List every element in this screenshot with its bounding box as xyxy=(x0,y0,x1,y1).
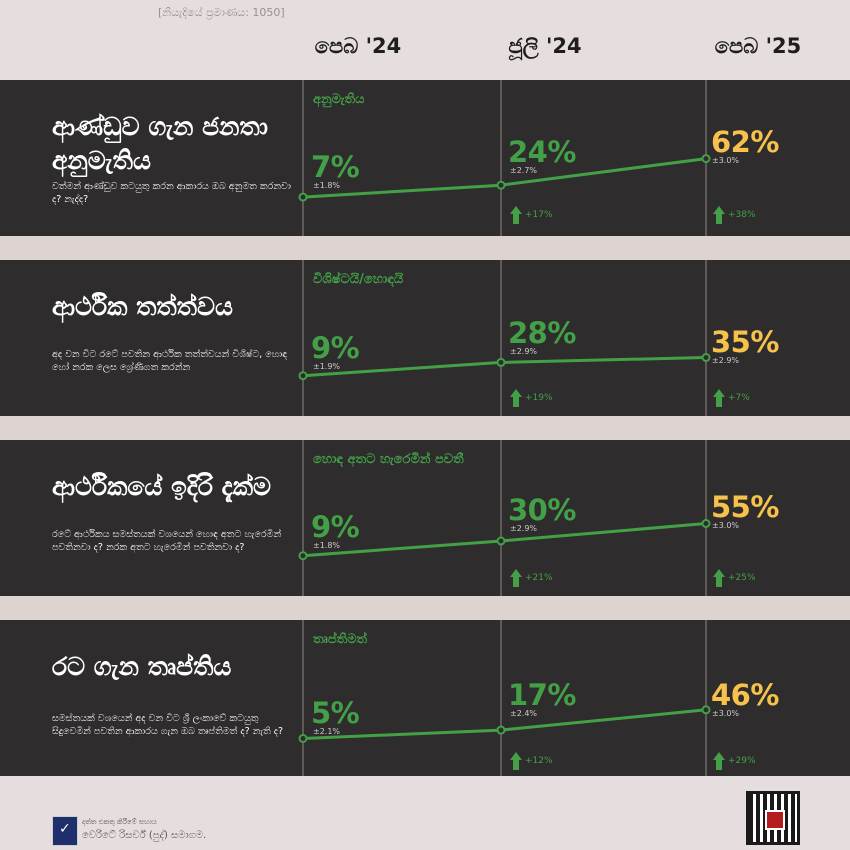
sample-size-note: [නියැදියේ ප්‍රමාණය: 1050] xyxy=(158,6,285,19)
qr-code-icon[interactable] xyxy=(746,791,800,845)
panel-question: රටේ ආර්ථිකය සමස්තයක් වශයෙන් හොඳ අතට හැරෙ… xyxy=(52,529,282,553)
change-value: +17% xyxy=(525,210,553,220)
up-arrow-icon xyxy=(713,206,725,224)
up-arrow-icon xyxy=(713,752,725,770)
moe-period-1: ±1.8% xyxy=(313,541,341,550)
value-period-2: 28% xyxy=(508,316,576,350)
value-period-3: 62% xyxy=(711,125,779,159)
period-header-1: පෙබ '24 xyxy=(314,34,402,58)
change-value: +25% xyxy=(728,573,756,583)
moe-period-2: ±2.4% xyxy=(510,709,538,718)
series-line xyxy=(302,157,707,199)
verite-logo-icon xyxy=(52,816,78,846)
change-badge: +12% xyxy=(510,752,553,770)
moe-period-1: ±1.9% xyxy=(313,362,341,371)
data-point xyxy=(298,551,308,561)
line-chart xyxy=(298,620,711,776)
metric-label: විශිෂ්ටයි/හොඳයි xyxy=(313,272,404,287)
change-value: +38% xyxy=(728,210,756,220)
data-point xyxy=(496,180,506,190)
chart-panel: ආර්ථිකයේ ඉදිරි දැක්ම රටේ ආර්ථිකය සමස්තයක… xyxy=(0,440,850,596)
line-chart xyxy=(298,260,711,416)
data-point xyxy=(298,192,308,202)
change-value: +19% xyxy=(525,393,553,403)
value-period-2: 24% xyxy=(508,135,576,169)
change-badge: +17% xyxy=(510,206,553,224)
panel-title: රට ගැන තෘප්තිය xyxy=(52,652,232,681)
moe-period-2: ±2.9% xyxy=(510,524,538,533)
series-line xyxy=(302,708,707,740)
change-value: +12% xyxy=(525,756,553,766)
footer-org-line1: දත්ත එකතු කිරීමේ සහාය xyxy=(82,818,157,826)
up-arrow-icon xyxy=(510,569,522,587)
value-period-3: 35% xyxy=(711,325,779,359)
background-band xyxy=(0,416,850,440)
data-point xyxy=(496,536,506,546)
background-band xyxy=(0,596,850,620)
panel-question: සමස්තයක් වශයෙන් අද වන විට ශ්‍රී ලංකාවේ ක… xyxy=(52,713,284,737)
panel-question: වත්මන් ආණ්ඩුව කටයුතු කරන ආකාරය ඔබ අනුමත … xyxy=(52,181,292,205)
data-point xyxy=(701,353,711,362)
value-period-1: 7% xyxy=(311,150,360,184)
data-point xyxy=(701,705,711,715)
change-value: +29% xyxy=(728,756,756,766)
moe-period-3: ±3.0% xyxy=(712,521,740,530)
panel-title: ආර්ථික තත්ත්වය xyxy=(52,292,233,321)
change-badge: +38% xyxy=(713,206,756,224)
metric-label: හොඳ අතට හැරෙමින් පවතී xyxy=(313,452,464,467)
moe-period-3: ±2.9% xyxy=(712,356,740,365)
data-point xyxy=(701,519,711,528)
value-period-1: 9% xyxy=(311,331,360,365)
panel-title: ආණ්ඩුව ගැන ජනතා අනුමැතිය xyxy=(52,112,268,175)
background-band xyxy=(0,236,850,260)
change-badge: +29% xyxy=(713,752,756,770)
period-header-2: ජූලි '24 xyxy=(508,34,582,58)
data-point xyxy=(496,357,506,367)
panel-question: අද වන විට රටේ පවතින ආර්ථික තත්ත්වයන් විශ… xyxy=(52,349,288,373)
value-period-3: 55% xyxy=(711,490,779,524)
value-period-1: 9% xyxy=(311,510,360,544)
metric-label: අනුමැතිය xyxy=(313,92,365,107)
up-arrow-icon xyxy=(510,389,522,407)
up-arrow-icon xyxy=(713,569,725,587)
moe-period-2: ±2.7% xyxy=(510,166,538,175)
chart-panel: ආර්ථික තත්ත්වය අද වන විට රටේ පවතින ආර්ථි… xyxy=(0,260,850,416)
data-point xyxy=(701,154,711,164)
value-period-2: 30% xyxy=(508,493,576,527)
moe-period-1: ±2.1% xyxy=(313,727,341,736)
line-chart xyxy=(298,80,711,236)
chart-panel: ආණ්ඩුව ගැන ජනතා අනුමැතිය වත්මන් ආණ්ඩුව ක… xyxy=(0,80,850,236)
moe-period-1: ±1.8% xyxy=(313,181,341,190)
metric-label: තෘප්තිමත් xyxy=(313,632,368,647)
data-point xyxy=(496,725,506,735)
change-value: +21% xyxy=(525,573,553,583)
panel-title: ආර්ථිකයේ ඉදිරි දැක්ම xyxy=(52,472,272,501)
period-header-3: පෙබ '25 xyxy=(714,34,802,58)
value-period-3: 46% xyxy=(711,678,779,712)
change-badge: +21% xyxy=(510,569,553,587)
moe-period-2: ±2.9% xyxy=(510,347,538,356)
data-point xyxy=(298,371,308,381)
up-arrow-icon xyxy=(713,389,725,407)
moe-period-3: ±3.0% xyxy=(712,156,740,165)
value-period-2: 17% xyxy=(508,678,576,712)
moe-period-3: ±3.0% xyxy=(712,709,740,718)
data-point xyxy=(298,734,308,743)
change-badge: +19% xyxy=(510,389,553,407)
up-arrow-icon xyxy=(510,206,522,224)
change-badge: +7% xyxy=(713,389,750,407)
change-badge: +25% xyxy=(713,569,756,587)
footer-org-line2: වෙරිටේ රිසර්ච් (පුද්) සමාගම. xyxy=(82,830,207,841)
up-arrow-icon xyxy=(510,752,522,770)
value-period-1: 5% xyxy=(311,696,360,730)
line-chart xyxy=(298,440,711,596)
chart-panel: රට ගැන තෘප්තිය සමස්තයක් වශයෙන් අද වන විට… xyxy=(0,620,850,776)
change-value: +7% xyxy=(728,393,750,403)
